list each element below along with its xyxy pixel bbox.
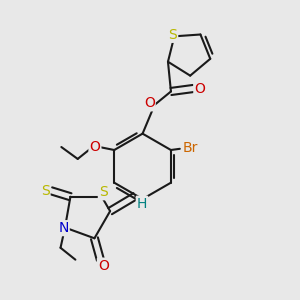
Text: H: H bbox=[137, 197, 147, 211]
Text: O: O bbox=[144, 96, 155, 110]
Text: N: N bbox=[58, 221, 69, 235]
Text: S: S bbox=[41, 184, 50, 198]
Text: S: S bbox=[99, 185, 108, 199]
Text: Br: Br bbox=[182, 141, 198, 154]
Text: O: O bbox=[98, 259, 109, 273]
Text: O: O bbox=[194, 82, 205, 95]
Text: O: O bbox=[89, 140, 100, 154]
Text: S: S bbox=[168, 28, 177, 42]
